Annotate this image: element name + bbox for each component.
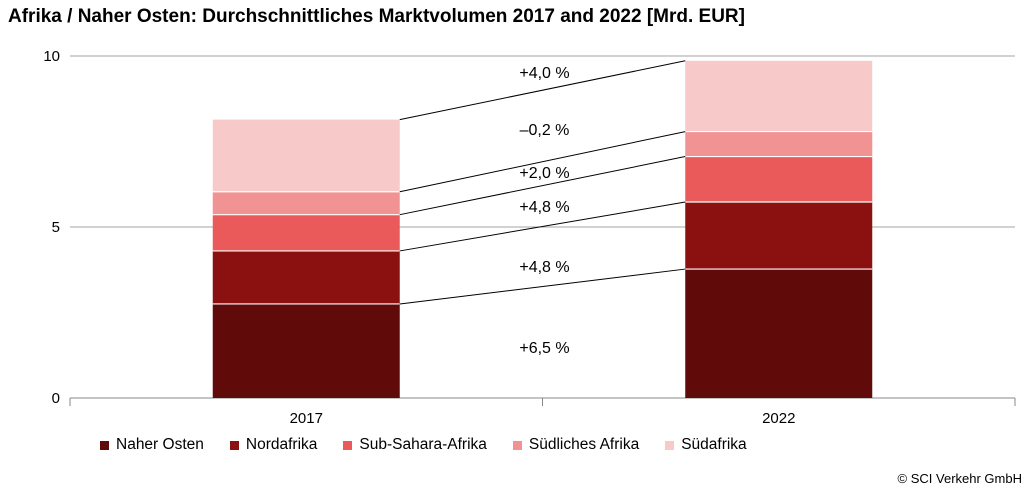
growth-connector-line bbox=[399, 201, 686, 252]
growth-connector-line bbox=[399, 268, 686, 305]
y-tick-label: 5 bbox=[52, 219, 60, 236]
growth-label: +4,0 % bbox=[519, 65, 569, 82]
growth-connector-line bbox=[399, 131, 686, 193]
growth-label: +4,8 % bbox=[519, 199, 569, 216]
legend-swatch bbox=[343, 440, 353, 450]
bar-segment bbox=[685, 156, 873, 203]
growth-connector-line bbox=[399, 156, 686, 216]
legend-swatch bbox=[100, 440, 109, 450]
legend-label: Naher Osten bbox=[116, 436, 204, 453]
growth-label: +4,8 % bbox=[519, 259, 569, 276]
bar-segment bbox=[212, 250, 400, 304]
bar-segment bbox=[212, 303, 400, 398]
copyright-notice: © SCI Verkehr GmbH bbox=[897, 471, 1022, 486]
bar-segment bbox=[212, 191, 400, 215]
legend-label: Nordafrika bbox=[245, 436, 318, 453]
legend-swatch bbox=[512, 440, 522, 450]
growth-label: –0,2 % bbox=[520, 122, 570, 139]
chart-title: Afrika / Naher Osten: Durchschnittliches… bbox=[8, 6, 745, 27]
bar-segment bbox=[685, 131, 873, 157]
legend-swatch bbox=[665, 440, 675, 450]
legend-label: Südliches Afrika bbox=[528, 436, 640, 453]
growth-connector-line bbox=[399, 60, 686, 121]
legend-item: Südafrika bbox=[665, 436, 747, 454]
bar-segment bbox=[685, 269, 873, 398]
bar-segment bbox=[685, 202, 873, 270]
growth-label: +6,5 % bbox=[519, 340, 569, 357]
bar-segment bbox=[685, 60, 873, 132]
chart-legend: Naher Osten Nordafrika Sub-Sahara-Afrika Sü… bbox=[100, 436, 747, 454]
legend-item: Naher Osten bbox=[100, 436, 204, 454]
legend-label: Südafrika bbox=[681, 436, 747, 453]
growth-label: +2,0 % bbox=[519, 165, 569, 182]
bar-segment bbox=[212, 214, 400, 251]
legend-swatch bbox=[229, 440, 239, 450]
y-tick-label: 0 bbox=[52, 390, 60, 407]
legend-item: Nordafrika bbox=[229, 436, 318, 454]
x-tick-label: 2017 bbox=[290, 410, 323, 427]
bar-segment bbox=[212, 119, 400, 192]
legend-item: Südliches Afrika bbox=[512, 436, 640, 454]
x-tick-label: 2022 bbox=[762, 410, 795, 427]
legend-item: Sub-Sahara-Afrika bbox=[343, 436, 487, 454]
y-tick-label: 10 bbox=[43, 48, 60, 65]
legend-label: Sub-Sahara-Afrika bbox=[359, 436, 487, 453]
